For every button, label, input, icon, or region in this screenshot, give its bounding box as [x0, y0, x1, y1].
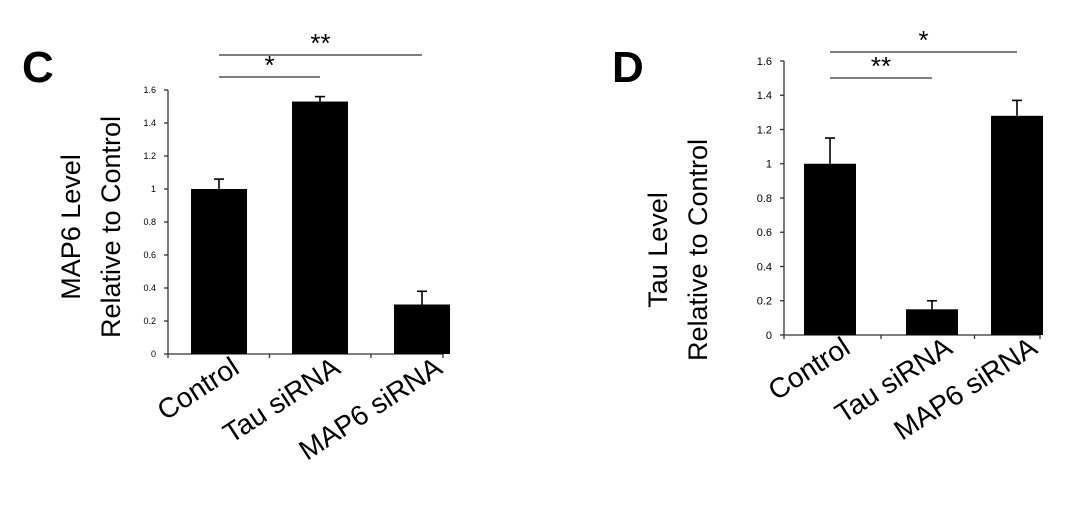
- panel-letter: C: [22, 43, 54, 92]
- bar-tau-sirna: [292, 101, 348, 354]
- significance-label: **: [310, 28, 330, 58]
- y-axis-label-line1: MAP6 Level: [56, 154, 86, 300]
- y-tick-label: 0.6: [757, 227, 772, 239]
- y-tick-label: 0.4: [143, 283, 156, 293]
- y-axis-label-line2: Relative to Control: [96, 116, 126, 338]
- bar-map6-sirna: [991, 115, 1043, 335]
- y-tick-label: 0: [766, 330, 772, 342]
- y-axis-label-line1: Tau Level: [643, 192, 673, 308]
- panel-c-chart: C MAP6 Level Relative to Control 0 0.2 0.4 0.6…: [22, 28, 450, 466]
- panel-d-chart: D Tau Level Relative to Control 0 0.2 0.4 0.6 0…: [612, 25, 1043, 446]
- y-tick-label: 0: [151, 349, 156, 359]
- panel-letter: D: [612, 43, 644, 92]
- y-tick-label: 0.8: [757, 193, 772, 205]
- y-axis-label-line2: Relative to Control: [683, 139, 713, 361]
- y-tick-label: 1.6: [143, 85, 156, 95]
- y-tick-label: 0.2: [143, 316, 156, 326]
- significance-label: **: [871, 51, 891, 81]
- bar-tau-sirna: [906, 309, 958, 335]
- y-tick-label: 1.2: [757, 124, 772, 136]
- significance-label: *: [918, 25, 928, 55]
- y-tick-label: 0.4: [757, 261, 772, 273]
- y-tick-label: 0.8: [143, 217, 156, 227]
- bar-control: [804, 163, 856, 335]
- bar-control: [191, 189, 247, 354]
- y-tick-label: 1.2: [143, 151, 156, 161]
- y-tick-label: 1: [766, 159, 772, 171]
- y-tick-label: 1.4: [143, 118, 156, 128]
- significance-label: *: [264, 50, 274, 80]
- y-tick-label: 1.6: [757, 56, 772, 68]
- y-tick-label: 1.4: [757, 90, 772, 102]
- y-tick-label: 1: [151, 184, 156, 194]
- y-tick-label: 0.2: [757, 296, 772, 308]
- y-tick-label: 0.6: [143, 250, 156, 260]
- x-tick-label: MAP6 siRNA: [888, 331, 1042, 446]
- bar-map6-sirna: [394, 304, 450, 354]
